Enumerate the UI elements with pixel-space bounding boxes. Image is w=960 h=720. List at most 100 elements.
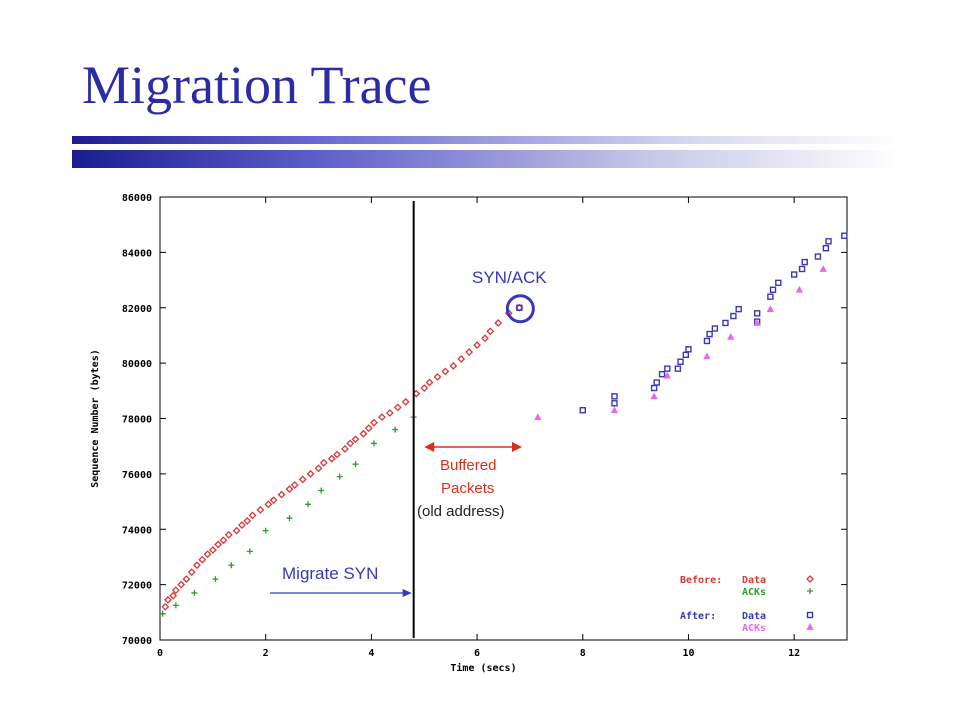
syn-ack-circle xyxy=(505,294,535,324)
legend-key-after-data xyxy=(806,611,814,619)
before-data-point xyxy=(341,445,349,453)
after-acks-point xyxy=(766,305,775,313)
before-data-point xyxy=(177,580,186,589)
after-data-point xyxy=(722,319,729,327)
before-acks-point xyxy=(246,548,253,555)
after-data-point xyxy=(703,337,711,345)
x-tick-label: 0 xyxy=(157,648,163,659)
after-data-point xyxy=(685,346,692,353)
before-data-point xyxy=(351,435,360,444)
y-tick-label: 86000 xyxy=(122,193,152,204)
y-tick-label: 78000 xyxy=(122,415,152,426)
legend-key-after-acks xyxy=(806,623,814,630)
after-data-point xyxy=(814,253,822,260)
before-data-point xyxy=(243,517,252,525)
after-acks-point xyxy=(795,285,804,293)
before-data-point xyxy=(237,521,246,530)
before-data-point xyxy=(319,458,328,467)
before-acks-point xyxy=(371,440,378,447)
before-data-point xyxy=(290,481,299,489)
before-acks-point xyxy=(352,461,359,468)
x-tick-label: 2 xyxy=(263,648,269,659)
before-data-point xyxy=(378,413,386,422)
y-tick-label: 80000 xyxy=(122,359,152,370)
legend-key-before-data xyxy=(806,575,814,583)
after-data-point xyxy=(579,406,586,414)
before-data-point xyxy=(187,568,196,577)
x-tick-label: 10 xyxy=(682,648,694,659)
after-data-point xyxy=(706,330,713,338)
x-axis-label: Time (secs) xyxy=(450,662,516,674)
legend-entry-label: ACKs xyxy=(742,623,766,634)
before-data-point xyxy=(441,367,450,376)
before-acks-point xyxy=(336,473,343,480)
after-data-point xyxy=(753,310,761,317)
after-acks-point xyxy=(703,352,711,360)
legend-key-before-acks xyxy=(807,588,813,594)
before-data-point xyxy=(214,540,223,549)
before-data-point xyxy=(164,595,172,604)
before-data-point xyxy=(264,500,273,509)
legend-group-label: Before: xyxy=(680,575,722,586)
after-data-point xyxy=(790,271,798,278)
before-data-point xyxy=(420,384,429,392)
buffered-annotation-line2: Packets xyxy=(441,480,495,497)
before-data-point xyxy=(364,424,373,433)
before-data-point xyxy=(198,555,207,564)
before-acks-point xyxy=(318,487,325,494)
after-acks-point xyxy=(819,265,827,272)
after-data-point xyxy=(841,232,848,239)
before-acks-point xyxy=(392,426,399,433)
after-data-point xyxy=(653,379,660,386)
before-data-point xyxy=(327,454,336,463)
before-data-point xyxy=(219,536,228,545)
after-data-point xyxy=(735,305,742,313)
before-acks-point xyxy=(191,589,198,596)
y-tick-label: 72000 xyxy=(122,581,152,592)
after-acks-point xyxy=(534,413,542,421)
before-acks-point xyxy=(286,515,293,522)
buffered-arrowhead-right xyxy=(511,442,522,452)
before-data-point xyxy=(486,327,495,336)
after-data-point xyxy=(730,312,737,320)
before-data-point xyxy=(465,348,474,356)
before-data-point xyxy=(401,397,410,406)
before-acks-point xyxy=(159,610,166,617)
buffered-annotation-line1: Buffered xyxy=(440,457,497,474)
y-tick-label: 84000 xyxy=(122,248,152,259)
before-data-point xyxy=(182,575,191,584)
before-data-point xyxy=(433,373,442,381)
after-data-point xyxy=(611,400,618,407)
after-data-point xyxy=(801,258,808,266)
before-data-point xyxy=(256,505,265,514)
after-data-point xyxy=(775,279,782,287)
before-data-point xyxy=(298,475,307,484)
after-data-point xyxy=(658,371,666,378)
title-underline-thin xyxy=(72,136,902,144)
after-acks-point xyxy=(610,406,619,414)
after-acks-point xyxy=(650,392,658,400)
before-data-point xyxy=(193,561,201,570)
after-data-point xyxy=(677,358,684,365)
after-data-point xyxy=(769,286,777,293)
buffered-arrowhead-left xyxy=(424,442,435,452)
after-acks-point xyxy=(727,332,735,340)
legend-entry-label: Data xyxy=(742,575,766,586)
after-data-point xyxy=(767,293,774,300)
before-data-point xyxy=(457,355,466,363)
before-data-point xyxy=(425,378,434,387)
before-data-point xyxy=(269,496,278,505)
y-tick-label: 70000 xyxy=(122,636,152,647)
before-data-point xyxy=(224,530,233,539)
before-data-point xyxy=(314,464,323,473)
before-data-point xyxy=(449,361,458,370)
before-data-point xyxy=(248,511,257,520)
before-data-point xyxy=(306,469,315,478)
before-acks-point xyxy=(304,501,311,508)
after-data-point xyxy=(711,325,719,332)
before-data-point xyxy=(359,429,368,438)
before-data-point xyxy=(333,450,341,459)
after-data-point xyxy=(798,265,806,273)
after-data-point xyxy=(682,351,690,359)
